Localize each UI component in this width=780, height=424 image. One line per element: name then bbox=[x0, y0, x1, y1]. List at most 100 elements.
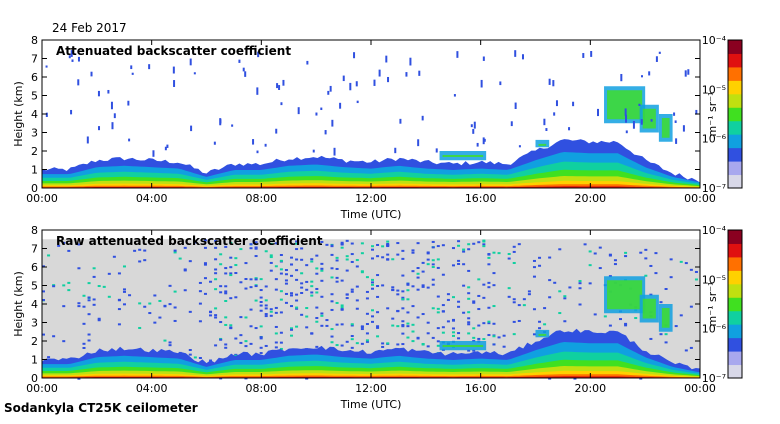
noise-speckle bbox=[259, 325, 263, 328]
noise-speckle bbox=[446, 320, 450, 323]
noise-speckle bbox=[234, 272, 238, 275]
noise-speckle bbox=[431, 263, 435, 266]
noise-speckle bbox=[315, 345, 319, 348]
noise-speckle bbox=[229, 266, 233, 269]
noise-speckle bbox=[431, 278, 435, 281]
noise-speckle bbox=[543, 307, 547, 310]
noise-speckle bbox=[122, 265, 126, 268]
noise-speckle bbox=[274, 288, 278, 291]
noise-speckle bbox=[274, 332, 278, 335]
noise-speckle bbox=[259, 337, 263, 340]
y-tick-label: 7 bbox=[31, 243, 38, 256]
noise-speckle bbox=[467, 269, 471, 272]
noise-speckle bbox=[426, 251, 430, 254]
noise-speckle bbox=[203, 246, 207, 249]
noise-speckle bbox=[477, 278, 481, 281]
noise-speckle bbox=[391, 286, 395, 289]
noise-speckle bbox=[138, 248, 142, 251]
noise-speckle bbox=[644, 274, 648, 277]
echo-speck bbox=[331, 119, 334, 127]
noise-speckle bbox=[138, 260, 142, 263]
cloud-core bbox=[442, 345, 484, 347]
noise-speckle bbox=[330, 328, 334, 331]
noise-speckle bbox=[203, 262, 207, 265]
noise-speckle bbox=[563, 320, 567, 323]
noise-speckle bbox=[381, 345, 385, 348]
noise-speckle bbox=[563, 297, 567, 300]
noise-speckle bbox=[487, 286, 491, 289]
noise-speckle bbox=[401, 298, 405, 301]
noise-speckle bbox=[436, 266, 440, 269]
noise-speckle bbox=[644, 257, 648, 260]
noise-speckle bbox=[416, 267, 420, 270]
noise-speckle bbox=[269, 256, 273, 259]
noise-speckle bbox=[689, 305, 693, 308]
echo-speck bbox=[256, 87, 259, 95]
echo-speck bbox=[45, 65, 48, 68]
noise-speckle bbox=[512, 245, 516, 248]
noise-speckle bbox=[198, 281, 202, 284]
noise-speckle bbox=[295, 258, 299, 261]
date-label: 24 Feb 2017 bbox=[52, 21, 127, 35]
noise-speckle bbox=[340, 308, 344, 311]
colorbar-tick-label: 10⁻⁵ bbox=[702, 83, 726, 96]
noise-speckle bbox=[431, 246, 435, 249]
x-tick-label: 20:00 bbox=[574, 192, 606, 205]
echo-speck bbox=[97, 90, 100, 97]
noise-speckle bbox=[340, 344, 344, 347]
echo-speck bbox=[276, 83, 279, 89]
noise-speckle bbox=[482, 283, 486, 286]
noise-speckle bbox=[168, 303, 172, 306]
echo-speck bbox=[278, 85, 281, 90]
noise-speckle bbox=[107, 295, 111, 298]
cloud-core bbox=[607, 280, 643, 310]
noise-speckle bbox=[411, 285, 415, 288]
echo-speck bbox=[339, 102, 342, 109]
noise-speckle bbox=[457, 240, 461, 243]
noise-speckle bbox=[421, 270, 425, 273]
noise-speckle bbox=[593, 252, 597, 255]
noise-speckle bbox=[548, 256, 552, 259]
noise-speckle bbox=[396, 242, 400, 245]
noise-speckle bbox=[214, 268, 218, 271]
noise-speckle bbox=[371, 287, 374, 290]
noise-speckle bbox=[568, 286, 572, 289]
noise-speckle bbox=[340, 323, 344, 326]
noise-speckle bbox=[345, 239, 349, 242]
noise-speckle bbox=[279, 331, 283, 334]
noise-speckle bbox=[335, 267, 339, 270]
echo-speck bbox=[590, 51, 593, 57]
noise-speckle bbox=[371, 278, 374, 281]
noise-speckle bbox=[259, 289, 263, 292]
echo-speck bbox=[70, 109, 73, 115]
noise-speckle bbox=[421, 343, 425, 346]
colorbar-cell bbox=[728, 107, 742, 122]
noise-speckle bbox=[274, 341, 278, 344]
noise-speckle bbox=[295, 242, 299, 245]
noise-speckle bbox=[340, 243, 344, 246]
noise-speckle bbox=[527, 293, 531, 296]
noise-speckle bbox=[411, 270, 415, 273]
noise-speckle bbox=[284, 273, 288, 276]
x-tick-label: 12:00 bbox=[355, 382, 387, 395]
echo-speck bbox=[130, 65, 133, 70]
colorbar-label: m⁻¹ sr⁻¹ bbox=[706, 282, 719, 327]
noise-speckle bbox=[97, 319, 101, 322]
noise-speckle bbox=[42, 299, 45, 302]
echo-speck bbox=[418, 70, 421, 76]
noise-speckle bbox=[360, 242, 364, 245]
noise-speckle bbox=[340, 279, 344, 282]
colorbar-cell bbox=[728, 283, 742, 298]
noise-speckle bbox=[234, 354, 238, 357]
y-tick-label: 1 bbox=[31, 354, 38, 367]
noise-speckle bbox=[264, 285, 268, 288]
echo-speck bbox=[483, 138, 486, 142]
noise-speckle bbox=[467, 332, 471, 335]
noise-speckle bbox=[249, 325, 253, 328]
noise-speckle bbox=[178, 257, 182, 260]
noise-speckle bbox=[573, 377, 577, 380]
noise-speckle bbox=[295, 306, 299, 309]
noise-speckle bbox=[436, 245, 440, 248]
noise-speckle bbox=[376, 295, 380, 298]
noise-speckle bbox=[345, 258, 349, 261]
